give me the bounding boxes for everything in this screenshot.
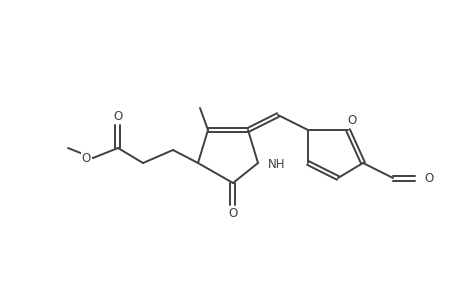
Text: NH: NH (268, 158, 285, 172)
Text: O: O (113, 110, 123, 122)
Text: O: O (228, 208, 237, 220)
Text: O: O (423, 172, 432, 184)
Text: O: O (82, 152, 91, 164)
Text: O: O (347, 115, 356, 128)
